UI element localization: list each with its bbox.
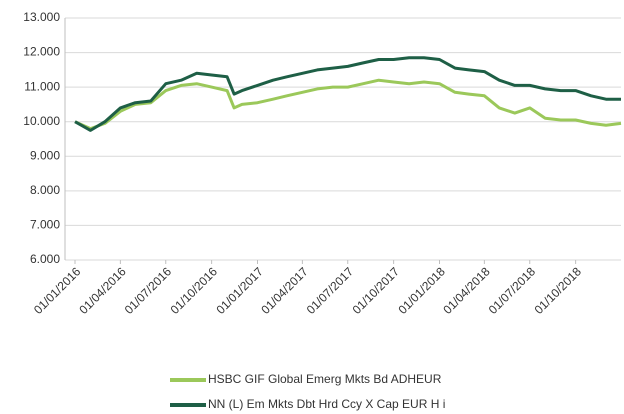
x-tick-label: 01/10/2016 bbox=[168, 264, 221, 317]
series-line bbox=[74, 56, 621, 132]
y-tick-label: 9.000 bbox=[30, 148, 60, 162]
x-tick-label: 01/01/2017 bbox=[213, 264, 266, 317]
x-tick-label: 01/04/2017 bbox=[258, 264, 311, 317]
y-tick-label: 7.000 bbox=[30, 218, 60, 232]
y-tick-label: 6.000 bbox=[30, 252, 60, 266]
y-tick-label: 11.000 bbox=[24, 79, 60, 93]
x-tick-label: 01/04/2016 bbox=[76, 264, 129, 317]
x-tick-label: 01/01/2016 bbox=[31, 264, 84, 317]
y-tick-label: 10.000 bbox=[23, 114, 60, 128]
series-line bbox=[74, 78, 622, 131]
x-tick-label: 01/07/2017 bbox=[304, 264, 357, 317]
x-tick-label: 01/04/2018 bbox=[440, 264, 493, 317]
x-tick-label: 01/07/2016 bbox=[122, 264, 175, 317]
x-tick-label: 01/07/2018 bbox=[486, 264, 539, 317]
x-tick-label: 01/01/2018 bbox=[395, 264, 448, 317]
x-tick-label: 01/10/2018 bbox=[532, 264, 585, 317]
legend-label: HSBC GIF Global Emerg Mkts Bd ADHEUR bbox=[208, 372, 442, 386]
y-tick-label: 8.000 bbox=[30, 183, 60, 197]
y-tick-label: 13.000 bbox=[23, 10, 60, 24]
y-tick-label: 12.000 bbox=[23, 45, 60, 59]
legend-label: NN (L) Em Mkts Dbt Hrd Ccy X Cap EUR H i bbox=[208, 397, 445, 411]
x-tick-label: 01/10/2017 bbox=[350, 264, 403, 317]
